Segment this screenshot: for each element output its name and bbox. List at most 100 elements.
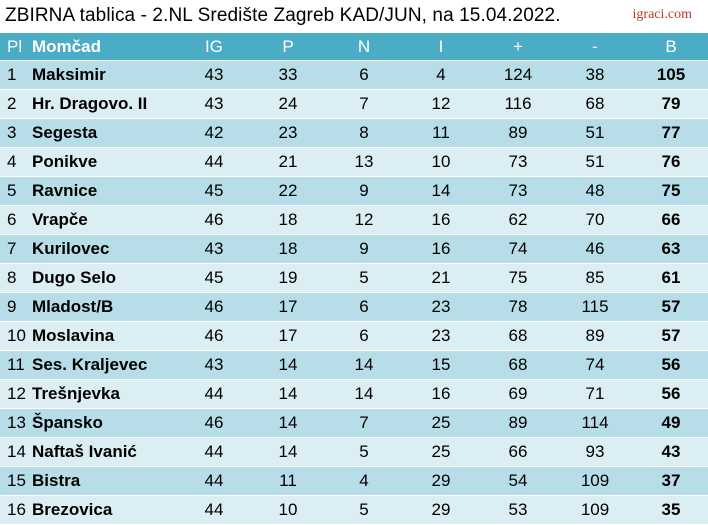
goals-against-cell: 93 [556,437,634,467]
goals-for-cell: 62 [480,205,556,235]
losses-cell: 29 [402,466,480,496]
position-cell: 4 [0,147,28,177]
team-name-cell: Špansko [28,408,178,438]
points-cell: 56 [634,379,708,409]
team-name-cell: Ponikve [28,147,178,177]
team-name-cell: Brezovica [28,495,178,525]
points-cell: 79 [634,89,708,119]
team-name-cell: Moslavina [28,321,178,351]
draws-cell: 5 [326,437,402,467]
points-cell: 77 [634,118,708,148]
wins-cell: 22 [250,176,326,206]
wins-cell: 23 [250,118,326,148]
losses-cell: 12 [402,89,480,119]
header-row: Pl Momčad IG P N I + - B [0,33,708,61]
played-cell: 45 [178,263,250,293]
draws-cell: 5 [326,263,402,293]
team-name-cell: Trešnjevka [28,379,178,409]
table-row: 2 Hr. Dragovo. II 43 24 7 12 116 68 79 [0,89,708,119]
points-cell: 56 [634,350,708,380]
goals-for-cell: 89 [480,408,556,438]
draws-cell: 13 [326,147,402,177]
played-cell: 46 [178,321,250,351]
position-cell: 11 [0,350,28,380]
losses-cell: 15 [402,350,480,380]
wins-cell: 24 [250,89,326,119]
position-cell: 6 [0,205,28,235]
table-row: 12 Trešnjevka 44 14 14 16 69 71 56 [0,379,708,409]
points-cell: 37 [634,466,708,496]
losses-cell: 25 [402,408,480,438]
column-header-wins: P [250,33,326,61]
played-cell: 42 [178,118,250,148]
losses-cell: 23 [402,292,480,322]
column-header-losses: I [402,33,480,61]
wins-cell: 17 [250,292,326,322]
goals-against-cell: 51 [556,147,634,177]
goals-for-cell: 68 [480,321,556,351]
played-cell: 44 [178,466,250,496]
wins-cell: 14 [250,350,326,380]
position-cell: 10 [0,321,28,351]
team-name-cell: Hr. Dragovo. II [28,89,178,119]
goals-for-cell: 75 [480,263,556,293]
losses-cell: 25 [402,437,480,467]
goals-for-cell: 68 [480,350,556,380]
points-cell: 76 [634,147,708,177]
goals-for-cell: 78 [480,292,556,322]
losses-cell: 21 [402,263,480,293]
position-cell: 9 [0,292,28,322]
team-name-cell: Vrapče [28,205,178,235]
played-cell: 44 [178,495,250,525]
draws-cell: 6 [326,60,402,90]
table-body: 1 Maksimir 43 33 6 4 124 38 105 2 Hr. Dragovo. II 4… [0,60,708,525]
table-row: 15 Bistra 44 11 4 29 54 109 37 [0,466,708,496]
position-cell: 7 [0,234,28,264]
losses-cell: 4 [402,60,480,90]
played-cell: 43 [178,234,250,264]
goals-for-cell: 53 [480,495,556,525]
goals-against-cell: 109 [556,495,634,525]
draws-cell: 4 [326,466,402,496]
title-bar: ZBIRNA tablica - 2.NL Središte Zagreb KA… [0,0,708,33]
played-cell: 46 [178,408,250,438]
team-name-cell: Bistra [28,466,178,496]
goals-against-cell: 68 [556,89,634,119]
table-row: 8 Dugo Selo 45 19 5 21 75 85 61 [0,263,708,293]
table-row: 5 Ravnice 45 22 9 14 73 48 75 [0,176,708,206]
wins-cell: 17 [250,321,326,351]
table-row: 1 Maksimir 43 33 6 4 124 38 105 [0,60,708,90]
wins-cell: 33 [250,60,326,90]
losses-cell: 10 [402,147,480,177]
goals-for-cell: 54 [480,466,556,496]
draws-cell: 7 [326,408,402,438]
column-header-played: IG [178,33,250,61]
played-cell: 46 [178,292,250,322]
draws-cell: 14 [326,379,402,409]
goals-against-cell: 48 [556,176,634,206]
column-header-draws: N [326,33,402,61]
goals-against-cell: 114 [556,408,634,438]
team-name-cell: Naftaš Ivanić [28,437,178,467]
draws-cell: 12 [326,205,402,235]
brand-logo: igraci.com [632,7,692,22]
wins-cell: 18 [250,234,326,264]
table-row: 14 Naftaš Ivanić 44 14 5 25 66 93 43 [0,437,708,467]
goals-against-cell: 71 [556,379,634,409]
wins-cell: 14 [250,437,326,467]
team-name-cell: Mladost/B [28,292,178,322]
table-row: 9 Mladost/B 46 17 6 23 78 115 57 [0,292,708,322]
losses-cell: 14 [402,176,480,206]
column-header-goals-for: + [480,33,556,61]
goals-against-cell: 70 [556,205,634,235]
table-row: 13 Špansko 46 14 7 25 89 114 49 [0,408,708,438]
team-name-cell: Kurilovec [28,234,178,264]
goals-against-cell: 109 [556,466,634,496]
goals-for-cell: 73 [480,147,556,177]
wins-cell: 14 [250,379,326,409]
position-cell: 12 [0,379,28,409]
goals-for-cell: 124 [480,60,556,90]
losses-cell: 16 [402,379,480,409]
losses-cell: 23 [402,321,480,351]
losses-cell: 11 [402,118,480,148]
